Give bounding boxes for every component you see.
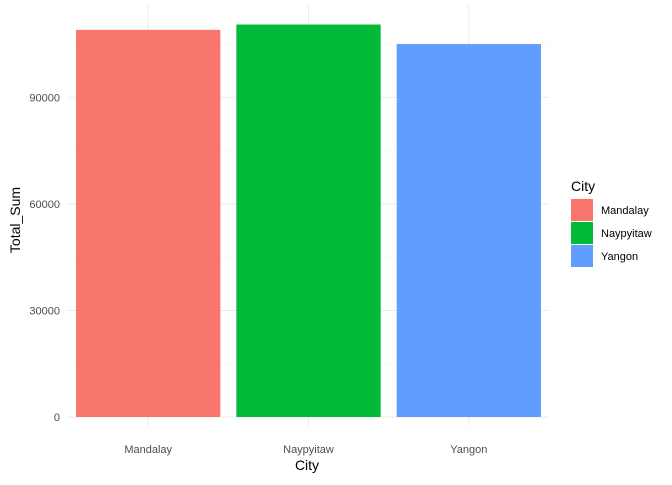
legend-label-mandalay: Mandalay — [601, 205, 649, 217]
y-axis-title: Total_Sum — [7, 187, 23, 253]
bar-naypyitaw — [236, 24, 381, 417]
y-tick-label: 60000 — [29, 199, 60, 211]
legend-label-naypyitaw: Naypyitaw — [601, 228, 652, 240]
legend-label-yangon: Yangon — [601, 251, 638, 263]
y-tick-label: 30000 — [29, 305, 60, 317]
y-tick-label: 90000 — [29, 92, 60, 104]
bars-layer — [76, 24, 541, 418]
legend: City Mandalay Naypyitaw Yangon — [571, 178, 652, 267]
x-tick-label: Naypyitaw — [283, 444, 334, 456]
x-tick-label: Yangon — [450, 444, 487, 456]
x-axis-title: City — [295, 457, 319, 473]
legend-title: City — [571, 178, 595, 194]
legend-key-mandalay — [571, 199, 593, 221]
bar-mandalay — [76, 29, 221, 418]
y-tick-labels: 0 30000 60000 90000 — [29, 92, 60, 424]
bar-yangon — [396, 44, 541, 417]
legend-key-yangon — [571, 245, 593, 267]
legend-items: Mandalay Naypyitaw Yangon — [571, 199, 652, 267]
legend-key-naypyitaw — [571, 222, 593, 244]
x-tick-labels: Mandalay Naypyitaw Yangon — [124, 444, 487, 456]
y-tick-label: 0 — [54, 412, 60, 424]
x-tick-label: Mandalay — [124, 444, 172, 456]
